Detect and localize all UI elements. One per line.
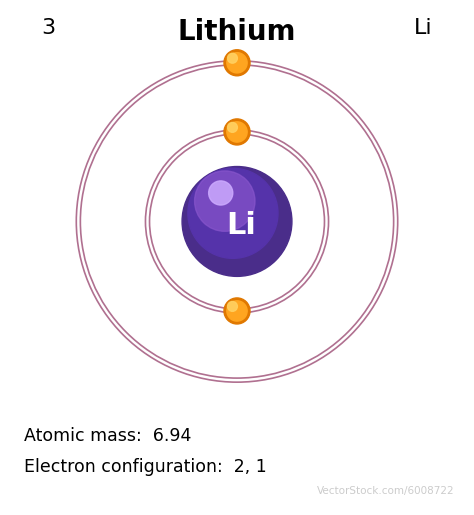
Circle shape bbox=[182, 166, 292, 277]
Circle shape bbox=[227, 301, 247, 321]
Circle shape bbox=[224, 298, 250, 324]
Circle shape bbox=[228, 53, 237, 63]
Circle shape bbox=[227, 122, 247, 142]
Circle shape bbox=[224, 119, 250, 145]
Text: Li: Li bbox=[226, 211, 256, 240]
Circle shape bbox=[227, 53, 247, 73]
Text: Li: Li bbox=[414, 18, 432, 38]
Text: Lithium: Lithium bbox=[178, 18, 296, 46]
Circle shape bbox=[224, 50, 250, 76]
Circle shape bbox=[228, 123, 237, 132]
Text: VectorStock.com/6008722: VectorStock.com/6008722 bbox=[318, 486, 455, 496]
Circle shape bbox=[195, 171, 255, 231]
Circle shape bbox=[188, 168, 278, 259]
Circle shape bbox=[228, 301, 237, 312]
Text: Atomic mass:  6.94: Atomic mass: 6.94 bbox=[24, 427, 191, 445]
Circle shape bbox=[209, 181, 233, 205]
Text: Electron configuration:  2, 1: Electron configuration: 2, 1 bbox=[24, 458, 266, 476]
Text: VectorStock®: VectorStock® bbox=[19, 485, 110, 497]
Text: 3: 3 bbox=[42, 18, 56, 38]
